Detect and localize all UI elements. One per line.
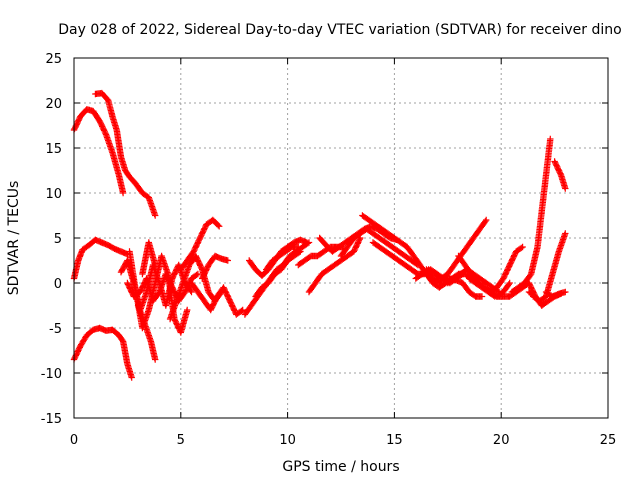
data-point-markers [70,236,131,282]
data-point-markers [263,243,302,273]
series-arc-34 [542,288,569,300]
y-axis-title: SDTVAR / TECUs [6,181,22,296]
data-point-markers [487,243,526,296]
series-arc-15 [252,248,304,300]
data-point-markers [70,324,135,381]
data-point-markers [542,288,569,300]
data-point-markers [139,239,159,278]
x-tick-label: 10 [279,433,296,448]
x-tick-label: 15 [386,433,403,448]
data-point-markers [337,225,422,269]
data-point-markers [412,216,490,282]
data-point-markers [252,248,304,300]
grid-layer [74,58,608,418]
chart-title: Day 028 of 2022, Sidereal Day-to-day VTE… [58,22,621,38]
data-point-markers [551,158,569,192]
series-arc-2 [70,236,131,282]
y-tick-label: 10 [45,187,62,202]
series-arc-11 [177,216,223,273]
y-tick-label: -15 [41,412,62,427]
series-arc-8 [134,302,159,363]
y-tick-label: 25 [45,52,62,67]
x-tick-label: 0 [70,433,78,448]
series-arc-24 [412,216,490,282]
y-tick-label: -10 [41,367,62,382]
series-arc-21 [337,225,422,269]
x-tick-label: 20 [493,433,510,448]
series-arc-3 [70,324,135,381]
tick-layer: 0 5 10 15 20 25 25 20 15 10 5 0 -5 -10 -15 [41,52,617,448]
y-tick-label: 20 [45,97,62,112]
series-arc-4 [92,89,159,219]
series-arc-17 [263,243,302,273]
series-arc-30 [487,243,526,296]
y-tick-label: 0 [54,277,62,292]
y-tick-label: 15 [45,142,62,157]
data-point-markers [466,275,498,300]
y-tick-label: -5 [49,322,62,337]
series-arc-13 [199,252,231,282]
data-point-markers [199,252,231,282]
data-point-markers [188,279,246,318]
x-tick-label: 25 [600,433,617,448]
data-layer [70,89,569,381]
x-axis-title: GPS time / hours [282,459,399,475]
series-arc-12 [188,279,246,318]
data-point-markers [508,135,554,296]
y-tick-label: 5 [54,232,62,247]
data-point-markers [92,89,159,219]
data-point-markers [305,234,364,296]
data-point-markers [134,302,159,363]
series-arc-29 [466,275,498,300]
data-point-markers [177,216,223,273]
series-arc-9 [139,239,159,278]
x-tick-label: 5 [177,433,185,448]
series-arc-31 [508,135,554,296]
series-arc-35 [551,158,569,192]
series-arc-19 [305,234,364,296]
